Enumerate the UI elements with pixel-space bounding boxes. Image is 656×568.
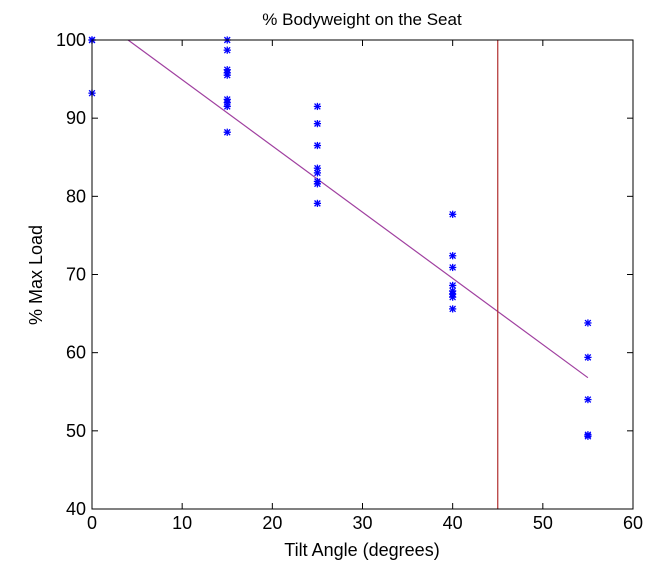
data-point	[584, 353, 592, 361]
x-tick-label: 30	[352, 513, 372, 533]
y-tick-label: 70	[66, 265, 86, 285]
y-tick-label: 40	[66, 499, 86, 519]
data-point	[449, 293, 457, 301]
data-point	[313, 180, 322, 188]
data-point	[584, 319, 592, 327]
data-point	[449, 263, 457, 272]
data-point	[313, 199, 322, 207]
data-point	[584, 432, 592, 440]
y-tick-label: 50	[66, 421, 86, 441]
data-point	[584, 395, 592, 404]
data-point	[313, 141, 322, 150]
data-point	[223, 102, 231, 111]
y-tick-label: 100	[56, 30, 86, 50]
data-point	[449, 252, 457, 260]
x-tick-label: 0	[87, 513, 97, 533]
ticks-layer	[91, 39, 634, 510]
x-tick-label: 60	[623, 513, 643, 533]
x-axis-label: Tilt Angle (degrees)	[284, 540, 439, 560]
data-point	[313, 169, 322, 177]
x-tick-label: 10	[172, 513, 192, 533]
data-point	[449, 305, 457, 313]
x-tick-label: 40	[443, 513, 463, 533]
y-tick-label: 90	[66, 108, 86, 128]
data-point	[223, 46, 231, 54]
x-tick-label: 50	[533, 513, 553, 533]
chart-title: % Bodyweight on the Seat	[262, 10, 462, 29]
y-axis-label: % Max Load	[26, 225, 46, 325]
data-point	[313, 102, 322, 111]
data-point	[223, 71, 231, 79]
data-point	[223, 128, 231, 136]
plot-background	[92, 40, 633, 509]
x-tick-label: 20	[262, 513, 282, 533]
fit-line	[127, 39, 589, 379]
data-point	[449, 281, 457, 290]
y-tick-label: 60	[66, 343, 86, 363]
y-tick-label: 80	[66, 186, 86, 206]
data-point	[449, 210, 457, 218]
data-point	[313, 120, 322, 128]
tick-label-layer: 0 10 20 30 40 50 60 40 50 60 70 80 90 100	[56, 30, 643, 533]
